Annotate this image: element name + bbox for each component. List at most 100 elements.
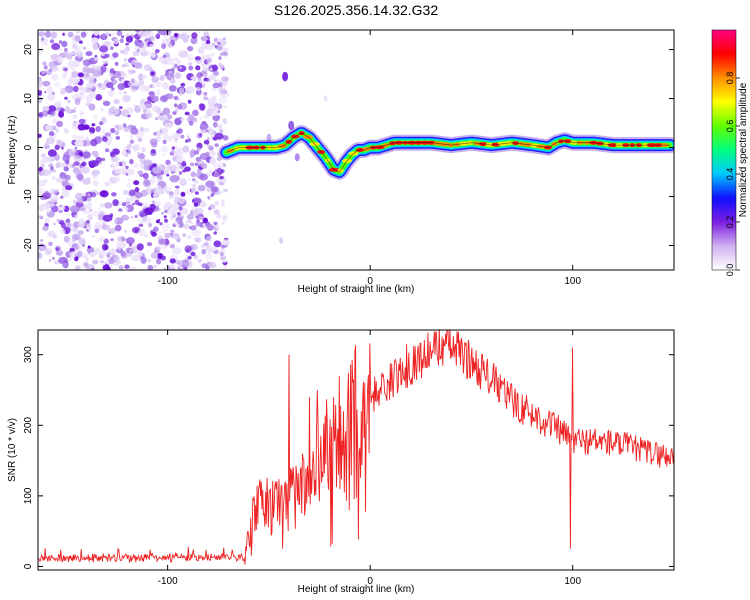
noise-speckle xyxy=(139,84,147,92)
noise-speckle xyxy=(200,36,208,42)
colorbar-tick-label: 0.6 xyxy=(725,120,735,133)
noise-speckle xyxy=(38,180,46,187)
noise-speckle xyxy=(323,95,328,102)
noise-speckle xyxy=(64,51,70,56)
noise-speckle xyxy=(56,120,64,128)
noise-speckle xyxy=(212,82,220,89)
noise-speckle xyxy=(178,205,183,211)
noise-speckle xyxy=(123,124,127,128)
noise-speckle xyxy=(189,225,197,231)
noise-speckle xyxy=(182,233,186,237)
noise-speckle xyxy=(104,266,111,270)
noise-speckle xyxy=(112,220,117,225)
noise-speckle xyxy=(194,207,204,215)
noise-speckle xyxy=(125,42,129,46)
noise-speckle xyxy=(77,72,84,78)
noise-speckle xyxy=(124,153,129,157)
noise-speckle xyxy=(114,168,122,175)
noise-speckle xyxy=(138,104,146,110)
noise-speckle xyxy=(187,178,191,181)
noise-speckle xyxy=(89,77,95,85)
noise-speckle xyxy=(71,133,79,140)
noise-speckle xyxy=(209,170,212,174)
noise-speckle xyxy=(87,197,92,202)
noise-speckle xyxy=(60,222,66,229)
noise-speckle xyxy=(100,203,105,208)
noise-speckle xyxy=(131,254,140,262)
noise-speckle xyxy=(74,35,81,42)
noise-speckle xyxy=(186,116,195,123)
noise-speckle xyxy=(82,66,90,73)
noise-speckle xyxy=(152,192,160,199)
noise-speckle xyxy=(147,259,151,263)
noise-speckle xyxy=(131,162,139,169)
noise-speckle xyxy=(55,250,64,256)
noise-speckle xyxy=(120,78,125,84)
noise-speckle xyxy=(160,145,169,153)
noise-speckle xyxy=(177,128,184,134)
noise-speckle xyxy=(82,204,87,209)
noise-speckle xyxy=(116,30,123,37)
noise-speckle xyxy=(65,159,70,165)
noise-speckle xyxy=(153,132,158,136)
noise-speckle xyxy=(197,160,205,168)
spectrogram-frame xyxy=(37,29,675,271)
noise-speckle xyxy=(127,143,132,148)
noise-speckle xyxy=(184,111,190,116)
y-tick-label: -20 xyxy=(23,238,34,253)
noise-speckle xyxy=(86,219,90,224)
noise-speckle xyxy=(155,108,158,112)
noise-speckle xyxy=(111,192,117,197)
noise-speckle xyxy=(214,201,219,206)
y-tick-label: 200 xyxy=(23,417,34,434)
noise-speckle xyxy=(127,252,132,258)
noise-speckle xyxy=(172,192,179,198)
noise-speckle xyxy=(81,253,88,259)
noise-speckle xyxy=(55,247,59,251)
noise-speckle xyxy=(51,176,56,181)
noise-speckle xyxy=(118,161,123,167)
noise-speckle xyxy=(48,241,53,247)
noise-speckle xyxy=(108,257,115,265)
spectrogram-plot xyxy=(38,30,674,270)
noise-speckle xyxy=(117,83,126,91)
noise-speckle xyxy=(148,222,153,228)
noise-speckle xyxy=(38,244,44,251)
x-tick-label: 100 xyxy=(564,576,581,587)
noise-speckle xyxy=(208,97,218,105)
noise-speckle xyxy=(122,73,128,79)
noise-speckle xyxy=(212,121,218,128)
noise-speckle xyxy=(114,61,119,66)
noise-speckle xyxy=(134,228,139,233)
noise-speckle xyxy=(119,38,124,44)
noise-speckle xyxy=(108,90,114,97)
noise-speckle xyxy=(202,73,207,77)
noise-speckle xyxy=(179,178,186,184)
noise-speckle xyxy=(135,30,141,33)
noise-speckle xyxy=(201,249,207,255)
y-tick-label: -10 xyxy=(23,189,34,204)
noise-speckle xyxy=(38,31,46,37)
noise-speckle xyxy=(197,184,206,192)
noise-speckle xyxy=(124,264,130,269)
noise-speckle xyxy=(76,173,84,181)
noise-speckle xyxy=(190,251,196,257)
noise-speckle xyxy=(191,187,197,193)
noise-speckle xyxy=(64,96,68,100)
noise-speckle xyxy=(203,242,209,247)
noise-speckle xyxy=(165,201,170,207)
noise-speckle xyxy=(101,128,107,134)
noise-speckle xyxy=(90,138,98,147)
noise-speckle xyxy=(165,93,174,100)
noise-speckle xyxy=(103,238,109,244)
snr-plot xyxy=(38,330,674,565)
noise-speckle xyxy=(193,202,199,207)
signal-track-line xyxy=(226,132,670,173)
noise-speckle xyxy=(75,150,80,156)
noise-speckle xyxy=(186,46,194,52)
noise-speckle xyxy=(72,233,81,241)
noise-speckle xyxy=(190,243,198,251)
noise-speckle xyxy=(137,31,145,38)
noise-speckle xyxy=(198,132,203,138)
noise-speckle xyxy=(63,235,70,243)
